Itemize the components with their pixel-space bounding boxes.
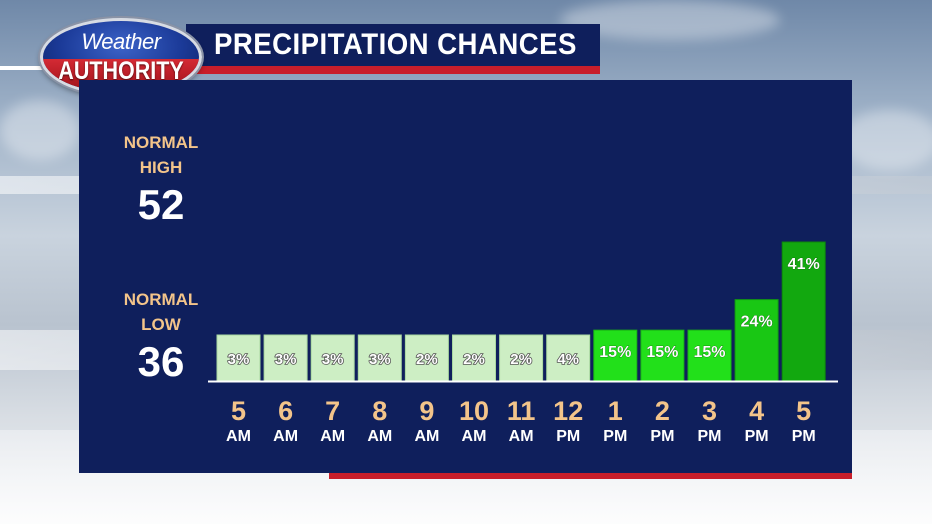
bar-value-label: 3% bbox=[369, 351, 391, 368]
bar-value-label: 4% bbox=[557, 351, 579, 368]
logo-top-text: Weather bbox=[81, 29, 161, 54]
title-bar: PRECIPITATION CHANCES bbox=[186, 24, 600, 74]
x-tick-number: 12 bbox=[553, 396, 583, 426]
bar-value-label: 2% bbox=[416, 351, 438, 368]
x-tick-number: 11 bbox=[507, 396, 536, 426]
bar-value-label: 2% bbox=[463, 351, 485, 368]
background-cloud bbox=[0, 100, 80, 160]
bar bbox=[687, 329, 732, 382]
background-cloud bbox=[840, 110, 932, 170]
x-tick-number: 5 bbox=[231, 396, 246, 426]
bar bbox=[546, 334, 591, 382]
x-tick-unit: AM bbox=[462, 428, 487, 445]
bar-value-label: 3% bbox=[322, 351, 344, 368]
page-title: PRECIPITATION CHANCES bbox=[214, 28, 577, 61]
normal-low-value: 36 bbox=[137, 338, 185, 385]
normal-high-label-line2: HIGH bbox=[139, 158, 183, 177]
x-tick-unit: AM bbox=[273, 428, 298, 445]
bar bbox=[216, 334, 261, 382]
bar-value-label: 15% bbox=[646, 344, 678, 361]
bar bbox=[357, 334, 402, 382]
x-tick-unit: PM bbox=[698, 428, 722, 445]
header-accent-line bbox=[0, 66, 60, 70]
x-tick-unit: AM bbox=[367, 428, 392, 445]
bar-value-label: 3% bbox=[275, 351, 297, 368]
bar bbox=[452, 334, 496, 382]
x-tick-number: 10 bbox=[459, 396, 489, 426]
bar bbox=[640, 329, 685, 382]
title-underline bbox=[186, 66, 600, 74]
normal-high-label-line1: NORMAL bbox=[123, 133, 199, 152]
bar bbox=[310, 334, 355, 382]
x-tick-unit: AM bbox=[320, 428, 345, 445]
x-tick-unit: PM bbox=[792, 428, 816, 445]
bar bbox=[404, 334, 449, 382]
bar-value-label: 15% bbox=[599, 344, 631, 361]
x-tick-unit: PM bbox=[556, 428, 580, 445]
bar bbox=[499, 334, 544, 382]
x-tick-number: 1 bbox=[608, 396, 623, 426]
normal-high-value: 52 bbox=[137, 181, 185, 228]
x-tick-unit: PM bbox=[745, 428, 769, 445]
x-tick-number: 9 bbox=[419, 396, 434, 426]
x-tick-number: 2 bbox=[655, 396, 670, 426]
bar bbox=[734, 299, 779, 382]
x-tick-number: 8 bbox=[372, 396, 387, 426]
bar-value-label: 2% bbox=[510, 351, 532, 368]
bar bbox=[593, 329, 638, 382]
chart-panel bbox=[79, 80, 852, 473]
bar-value-label: 24% bbox=[741, 314, 773, 331]
normal-low-label-line1: NORMAL bbox=[123, 290, 199, 309]
x-tick-unit: AM bbox=[414, 428, 439, 445]
x-tick-unit: PM bbox=[603, 428, 627, 445]
bar-value-label: 3% bbox=[228, 351, 250, 368]
x-tick-number: 6 bbox=[278, 396, 293, 426]
bar-value-label: 41% bbox=[788, 256, 820, 273]
bar-value-label: 15% bbox=[693, 344, 725, 361]
panel-bottom-accent bbox=[329, 473, 852, 479]
x-tick-number: 7 bbox=[325, 396, 340, 426]
normal-low-label-line2: LOW bbox=[141, 315, 181, 334]
x-tick-number: 5 bbox=[796, 396, 811, 426]
x-tick-number: 3 bbox=[702, 396, 717, 426]
x-tick-number: 4 bbox=[749, 396, 764, 426]
bar bbox=[263, 334, 308, 382]
x-tick-unit: PM bbox=[650, 428, 674, 445]
x-tick-unit: AM bbox=[509, 428, 534, 445]
x-tick-unit: AM bbox=[226, 428, 251, 445]
